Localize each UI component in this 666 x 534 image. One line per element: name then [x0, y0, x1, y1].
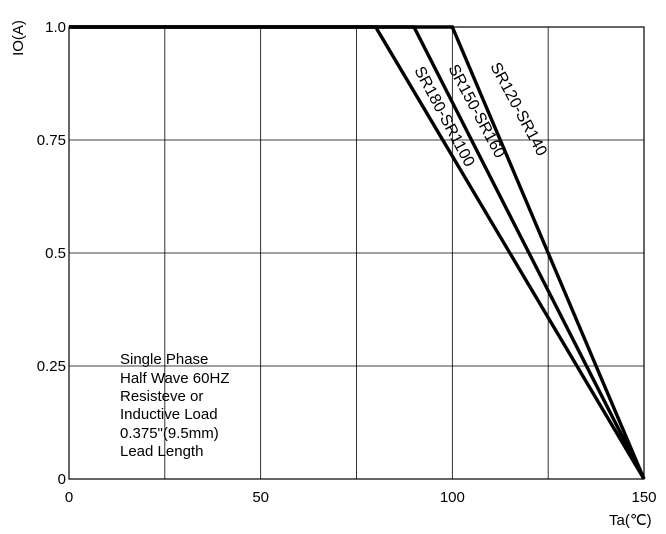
- note-line: Lead Length: [120, 443, 203, 460]
- note-line: 0.375"(9.5mm): [120, 425, 219, 442]
- x-tick-label: 50: [252, 489, 269, 506]
- note-line: Inductive Load: [120, 406, 218, 423]
- y-tick-label: 0.25: [37, 358, 66, 375]
- series-line-sr120-sr140: [69, 25, 646, 480]
- y-tick-label: 0.5: [45, 245, 66, 262]
- x-axis-title: Ta(℃): [609, 512, 652, 529]
- y-tick-label: 0: [58, 471, 66, 488]
- x-tick-label: 100: [440, 489, 465, 506]
- x-tick-labels: 0 50 100 150: [65, 489, 657, 506]
- y-tick-label: 0.75: [37, 132, 66, 149]
- conditions-note: Single Phase Half Wave 60HZ Resisteve or…: [120, 351, 229, 460]
- x-tick-label: 0: [65, 489, 73, 506]
- y-tick-label: 1.0: [45, 19, 66, 36]
- y-tick-labels: 0 0.25 0.5 0.75 1.0: [37, 19, 66, 488]
- x-tick-label: 150: [631, 489, 656, 506]
- y-axis-title: IO(A): [10, 20, 27, 56]
- note-line: Resisteve or: [120, 388, 203, 405]
- note-line: Single Phase: [120, 351, 208, 368]
- note-line: Half Wave 60HZ: [120, 370, 229, 387]
- derating-curves: [69, 25, 646, 480]
